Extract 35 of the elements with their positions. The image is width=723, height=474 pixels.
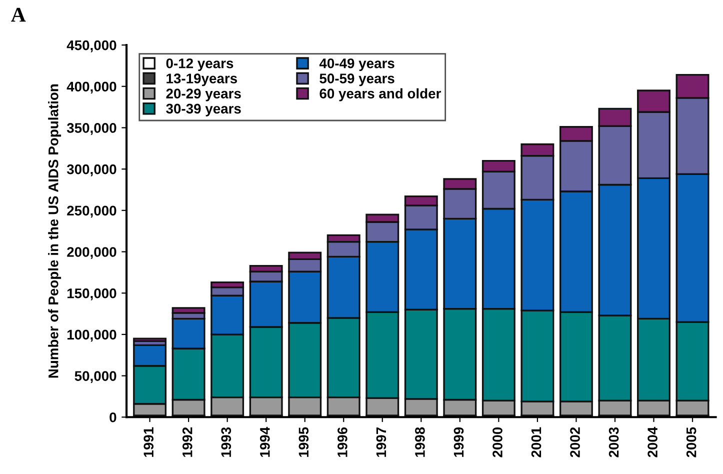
x-tick-label: 1994 (260, 426, 270, 457)
y-tick-label: 150,000 (67, 288, 116, 300)
x-tick-label: 1992 (182, 427, 192, 457)
y-tick-label: 400,000 (66, 82, 116, 94)
x-tick-label: 2001 (531, 427, 542, 458)
x-tick-label: 2002 (570, 427, 580, 458)
legend-label: 20-29 years (166, 88, 241, 102)
x-tick-label: 1993 (221, 427, 232, 457)
y-tick-label: 450,000 (66, 40, 116, 52)
y-axis-title: Number of People in the US AIDS Population (48, 84, 62, 378)
y-tick-label: 300,000 (66, 164, 116, 176)
x-tick-label: 1999 (454, 427, 464, 457)
legend-label: 0-12 years (166, 58, 234, 72)
x-tick-label: 1997 (376, 427, 386, 457)
legend-label: 13-19years (166, 74, 238, 86)
x-tick-label: 2005 (686, 427, 696, 458)
legend-label: 60 years and older (320, 88, 441, 102)
y-tick-label: 0 (110, 412, 116, 422)
x-tick-label: 1995 (298, 427, 309, 457)
legend-label: 50-59 years (320, 74, 394, 86)
y-tick-label: 50,000 (74, 371, 116, 383)
bar (133, 338, 167, 342)
x-tick-label: 2003 (608, 427, 619, 458)
y-tick-label: 100,000 (67, 330, 116, 342)
y-tick-label: 200,000 (67, 247, 116, 259)
y-tick-label: 350,000 (66, 123, 116, 135)
x-tick-label: 2004 (648, 426, 658, 458)
x-tick-label: 1996 (338, 427, 348, 457)
x-tick-label: 1991 (144, 427, 154, 457)
legend-label: 40-49 years (319, 58, 394, 72)
text: A (11, 8, 26, 22)
y-tick-label: 250,000 (67, 206, 116, 218)
x-tick-label: 2000 (492, 427, 502, 458)
x-tick-label: 1998 (415, 427, 425, 457)
legend-label: 30-39 years (166, 104, 241, 116)
